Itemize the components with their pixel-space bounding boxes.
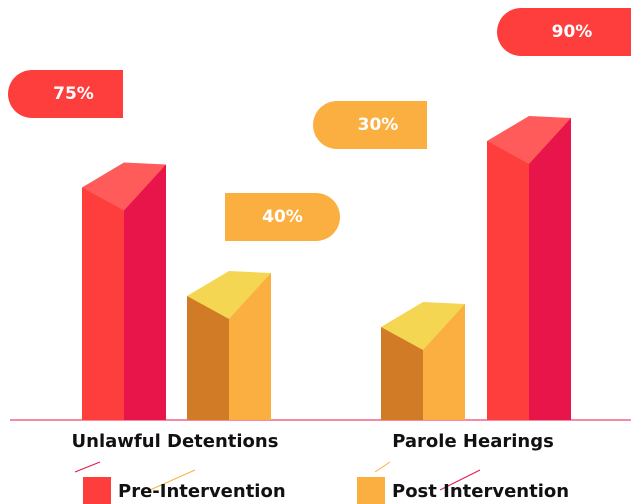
x-tick-label: Parole Hearings [392,431,554,452]
value-pill [313,101,427,149]
bar [487,116,571,420]
bar-face [381,302,465,350]
bar [187,271,271,420]
bar-face [82,187,124,420]
x-tick-label: Unlawful Detentions [72,431,279,452]
bar-face [529,118,571,420]
bar [82,162,166,420]
bar-face [82,162,166,211]
value-label: 30% [358,115,399,135]
value-label: 40% [262,207,303,227]
bar-face [487,141,529,420]
value-pill [225,193,340,241]
decor [74,461,101,473]
legend-swatch [357,477,385,504]
legend-label: Pre-Intervention [118,481,286,502]
legend-label: Post Intervention [392,481,569,502]
bar-face [229,273,271,420]
bar-face [487,116,571,164]
value-label: 75% [53,84,94,104]
decor [149,469,196,491]
decor [439,469,481,491]
legend-swatch [83,477,111,504]
bar-face [381,327,423,420]
bar-face [187,296,229,420]
value-pill [497,8,631,56]
value-pill [8,70,123,118]
bar-face [124,164,166,420]
bar [381,302,465,420]
decor [374,461,391,473]
bar-face [187,271,271,319]
value-label: 90% [552,22,593,42]
